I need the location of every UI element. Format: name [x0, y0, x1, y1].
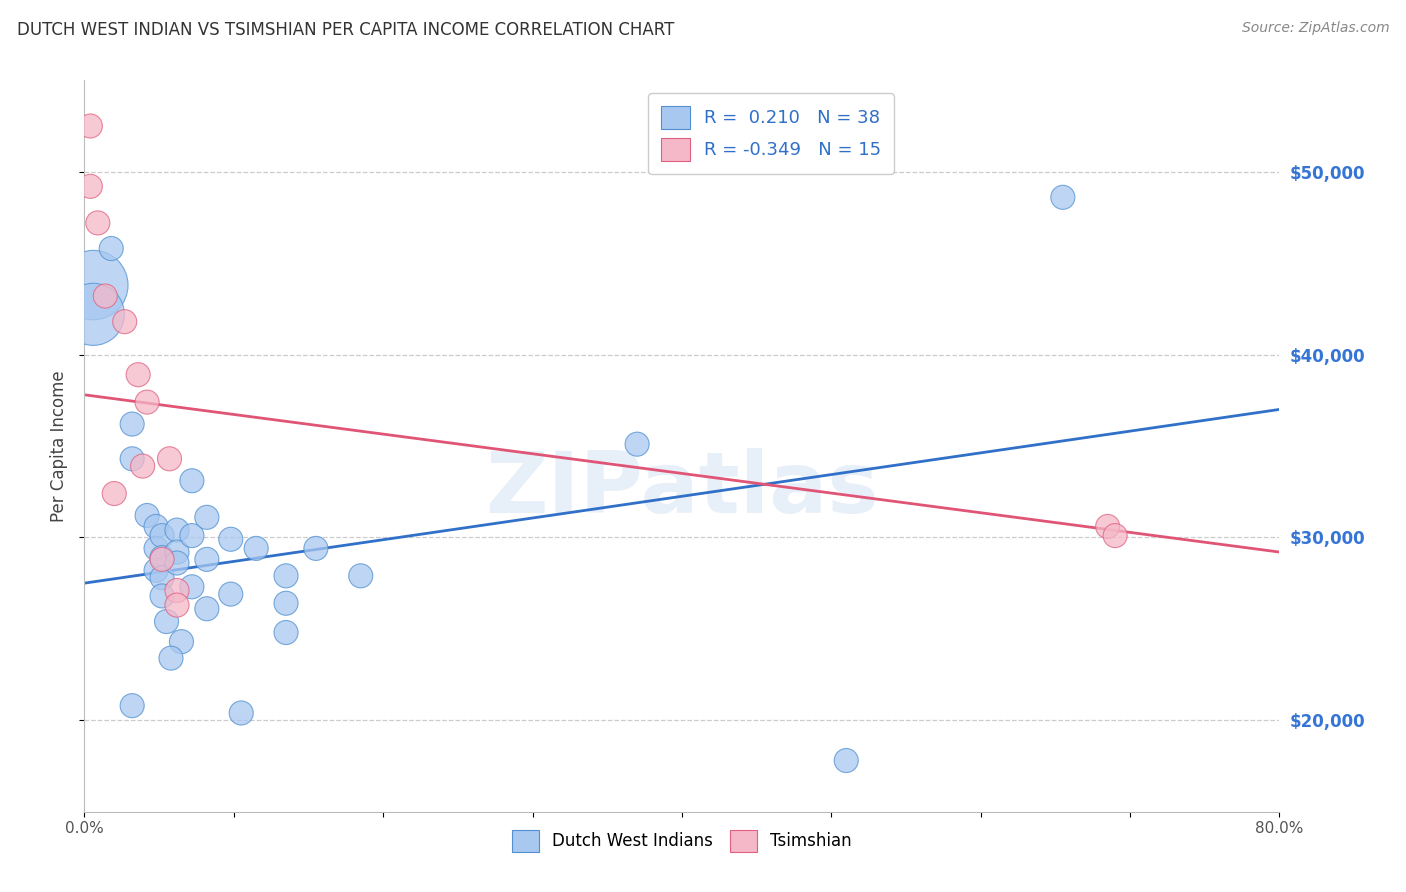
Point — [150, 528, 173, 542]
Point — [181, 474, 204, 488]
Point — [219, 587, 242, 601]
Point — [150, 552, 173, 566]
Point — [305, 541, 328, 556]
Point — [274, 569, 297, 583]
Point — [100, 242, 122, 256]
Point — [121, 417, 143, 431]
Point — [150, 550, 173, 565]
Point — [274, 625, 297, 640]
Point — [245, 541, 267, 556]
Point — [150, 589, 173, 603]
Y-axis label: Per Capita Income: Per Capita Income — [51, 370, 69, 522]
Point — [166, 545, 188, 559]
Point — [121, 451, 143, 466]
Point — [114, 315, 136, 329]
Point — [626, 437, 648, 451]
Point — [274, 596, 297, 610]
Legend: Dutch West Indians, Tsimshian: Dutch West Indians, Tsimshian — [506, 823, 858, 858]
Point — [145, 541, 167, 556]
Point — [136, 508, 159, 523]
Text: DUTCH WEST INDIAN VS TSIMSHIAN PER CAPITA INCOME CORRELATION CHART: DUTCH WEST INDIAN VS TSIMSHIAN PER CAPIT… — [17, 21, 675, 39]
Point — [219, 533, 242, 547]
Point — [166, 583, 188, 598]
Point — [155, 615, 177, 629]
Point — [181, 528, 204, 542]
Point — [150, 571, 173, 585]
Point — [127, 368, 149, 382]
Point — [166, 598, 188, 612]
Point — [121, 698, 143, 713]
Point — [94, 289, 117, 303]
Point — [131, 459, 153, 474]
Point — [170, 634, 193, 648]
Point — [87, 216, 110, 230]
Point — [350, 569, 373, 583]
Point — [231, 706, 253, 720]
Point — [195, 601, 218, 615]
Point — [145, 563, 167, 577]
Point — [195, 510, 218, 524]
Point — [181, 580, 204, 594]
Point — [79, 119, 101, 133]
Point — [166, 523, 188, 537]
Point — [82, 278, 104, 293]
Text: ZIPatlas: ZIPatlas — [485, 449, 879, 532]
Point — [160, 651, 183, 665]
Point — [1052, 190, 1074, 204]
Point — [1097, 519, 1119, 533]
Point — [835, 754, 858, 768]
Point — [195, 552, 218, 566]
Text: Source: ZipAtlas.com: Source: ZipAtlas.com — [1241, 21, 1389, 36]
Point — [103, 486, 125, 500]
Point — [79, 179, 101, 194]
Point — [1104, 528, 1126, 542]
Point — [82, 307, 104, 321]
Point — [145, 519, 167, 533]
Point — [159, 451, 181, 466]
Point — [136, 395, 159, 409]
Point — [166, 556, 188, 570]
